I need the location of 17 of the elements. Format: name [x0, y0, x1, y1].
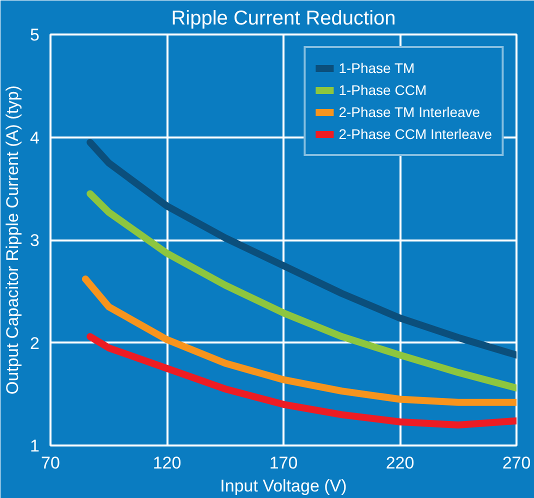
chart-title: Ripple Current Reduction — [171, 8, 396, 30]
y-tick-label: 5 — [30, 26, 40, 44]
y-tick-label: 1 — [30, 436, 40, 456]
x-tick-label: 70 — [41, 454, 60, 472]
legend-label: 2-Phase TM Interleave — [338, 104, 480, 120]
y-axis-title: Output Capacitor Ripple Current (A) (typ) — [3, 86, 22, 394]
legend-label: 1-Phase TM — [338, 60, 415, 76]
y-tick-label: 4 — [30, 128, 40, 148]
legend-label: 2-Phase CCM Interleave — [338, 126, 492, 142]
x-tick-label: 270 — [502, 454, 531, 472]
x-axis-title: Input Voltage (V) — [220, 476, 347, 496]
x-tick-label: 220 — [386, 454, 414, 472]
y-tick-label: 2 — [30, 334, 40, 353]
y-tick-label: 3 — [30, 231, 40, 250]
x-tick-label: 170 — [269, 454, 298, 472]
x-tick-label: 120 — [152, 454, 182, 472]
legend-label: 1-Phase CCM — [338, 82, 427, 98]
